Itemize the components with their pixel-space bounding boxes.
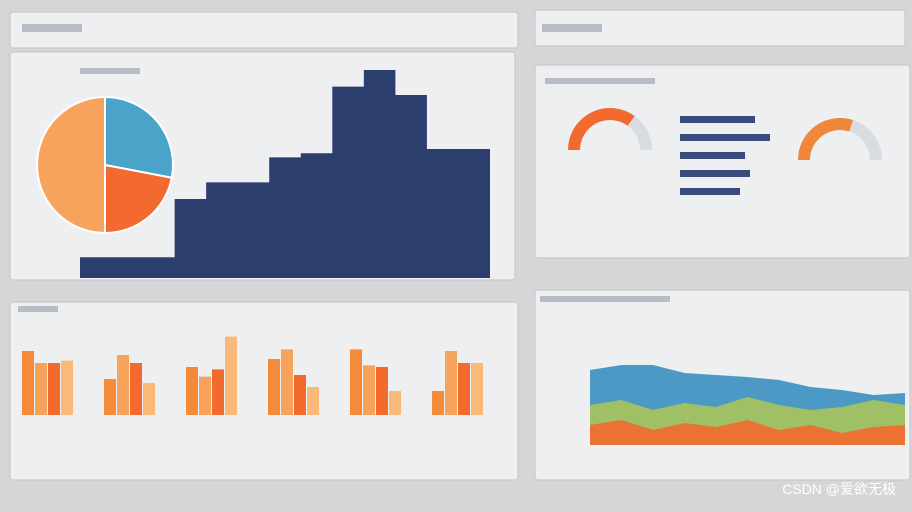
bar: [104, 379, 116, 415]
bar: [212, 369, 224, 415]
bar: [117, 355, 129, 415]
bar: [186, 367, 198, 415]
header-title: [542, 24, 602, 32]
bar: [445, 351, 457, 415]
area: [80, 70, 490, 278]
gauge: [798, 118, 853, 161]
header-title: [22, 24, 82, 32]
bar: [281, 349, 293, 415]
panel-label: [80, 68, 140, 74]
panel-label: [545, 78, 655, 84]
bar: [350, 349, 362, 415]
bar: [432, 391, 444, 415]
panel: [9, 301, 519, 481]
bar: [268, 359, 280, 415]
bar: [61, 360, 73, 415]
bar: [199, 376, 211, 415]
pie-slice: [36, 95, 106, 235]
panel-label: [540, 296, 670, 302]
header: [534, 9, 906, 47]
bar: [458, 363, 470, 415]
h-bar: [680, 188, 740, 195]
area: [590, 420, 905, 445]
pie-slice: [104, 95, 174, 179]
bar: [307, 387, 319, 415]
bar: [363, 365, 375, 415]
h-bar: [680, 116, 755, 123]
h-bar: [680, 170, 750, 177]
bar: [35, 363, 47, 415]
panel: [534, 64, 911, 259]
bar: [130, 363, 142, 415]
bar: [376, 367, 388, 415]
h-bar: [680, 134, 770, 141]
bar: [143, 383, 155, 415]
bar: [389, 391, 401, 415]
header: [9, 11, 519, 49]
bar: [22, 351, 34, 415]
bar: [48, 363, 60, 415]
pie-slice: [104, 163, 173, 235]
bar: [225, 336, 237, 415]
bar: [294, 375, 306, 415]
panel-label: [18, 306, 58, 312]
bar: [471, 363, 483, 415]
watermark: CSDN @爱欲无极: [782, 481, 896, 497]
h-bar: [680, 152, 745, 159]
gauge: [568, 108, 635, 151]
